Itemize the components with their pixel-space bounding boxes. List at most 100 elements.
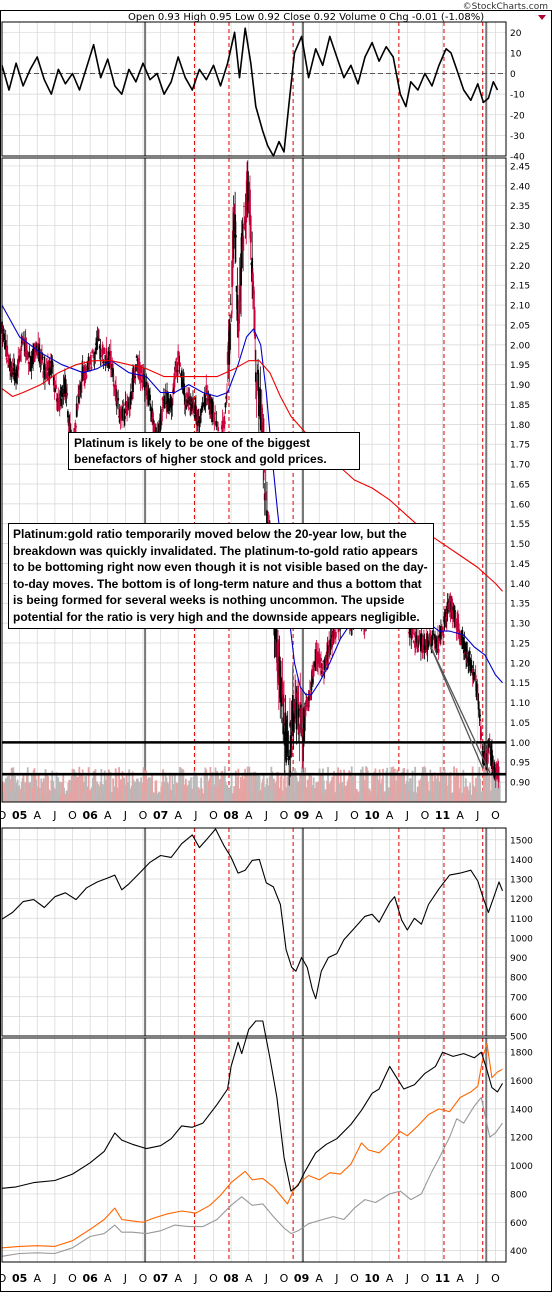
candle-body (411, 624, 414, 635)
x-tick-label: J (405, 809, 409, 822)
volume-bar (491, 772, 494, 802)
y-tick-label: 20 (510, 29, 522, 39)
y-tick-label: 1.75 (510, 441, 530, 451)
candle-body (236, 294, 239, 321)
volume-bar (393, 768, 396, 802)
down-arrow-icon (538, 15, 546, 20)
volume-bar (333, 771, 335, 802)
volume-bar (300, 766, 303, 802)
volume-bar (457, 773, 460, 802)
candle-body (160, 408, 163, 422)
candle-body (152, 412, 154, 425)
y-tick-label: 1.95 (510, 361, 530, 371)
candle-body (291, 694, 294, 732)
candle-body (289, 735, 292, 758)
volume-bar (237, 768, 240, 802)
candle-body (457, 623, 460, 632)
candle-body (481, 750, 484, 753)
x-tick-label: A (456, 809, 464, 822)
candle-body (147, 390, 150, 406)
candle-body (153, 423, 156, 434)
volume-bar (168, 772, 171, 802)
volume-bar (312, 777, 315, 802)
volume-bar (304, 767, 307, 802)
candle-body (415, 635, 418, 643)
candle-body (432, 633, 435, 636)
candle-body (232, 212, 235, 249)
volume-bar (308, 772, 311, 802)
candle-body (13, 364, 16, 381)
volume-bar (471, 766, 474, 802)
candle-body (318, 653, 321, 668)
volume-bar (331, 776, 334, 802)
volume-bar (366, 770, 369, 802)
candle-body (292, 725, 295, 732)
candle-body (317, 653, 319, 664)
candle-body (328, 642, 331, 652)
candle-body (226, 391, 228, 393)
candle-body (149, 408, 152, 411)
candle-body (434, 634, 436, 638)
quote-header: Open 0.93 High 0.95 Low 0.92 Close 0.92 … (128, 12, 484, 23)
candle-body (217, 427, 220, 431)
volume-bar (109, 771, 112, 802)
candle-body (106, 359, 108, 363)
candle-body (96, 336, 99, 341)
candle-body (471, 665, 473, 669)
candle-body (257, 369, 259, 375)
candle-body (101, 355, 103, 357)
candle-body (200, 414, 202, 416)
candle-body (437, 648, 440, 653)
volume-bar (299, 773, 302, 802)
candle-body (195, 405, 197, 421)
y-tick-label: 1.90 (510, 381, 530, 391)
candle-body (304, 705, 307, 717)
candle-body (39, 366, 42, 368)
candle-body (225, 396, 228, 399)
y-tick-label: 2.00 (510, 341, 530, 351)
volume-bar (137, 781, 140, 802)
y-tick-label: 1.05 (510, 719, 530, 729)
volume-bar (222, 775, 225, 802)
candle-body (205, 385, 208, 393)
x-tick-label: O (0, 809, 7, 822)
candle-body (494, 777, 497, 781)
x-tick-label: O (139, 1272, 148, 1285)
candle-body (85, 374, 88, 379)
volume-bar (55, 772, 58, 802)
x-tick-label: O (491, 809, 500, 822)
volume-bar (3, 782, 5, 802)
candle-body (38, 349, 41, 364)
volume-bar (445, 772, 448, 802)
candle-body (6, 345, 9, 357)
candle-body (488, 739, 491, 740)
x-tick-year: 05 (12, 1272, 27, 1285)
x-tick-label: J (264, 1272, 268, 1285)
candle-body (148, 391, 151, 394)
candle-body (311, 679, 314, 683)
candle-body (326, 645, 329, 661)
candle-body (152, 420, 155, 424)
candle-body (186, 392, 188, 399)
candle-body (173, 373, 176, 388)
candle-body (102, 361, 105, 364)
candle-body (197, 414, 200, 422)
volume-bar (81, 769, 84, 802)
panel-frame (1, 1037, 507, 1263)
candle-body (28, 351, 31, 358)
candle-body (283, 698, 285, 702)
candle-body (320, 670, 323, 675)
candle-body (46, 374, 49, 380)
candle-body (253, 307, 256, 334)
candle-body (179, 365, 182, 367)
candle-body (57, 397, 60, 404)
candle-body (468, 651, 471, 655)
x-tick-label: J (123, 809, 127, 822)
candle-body (55, 384, 57, 389)
panel-frame (1, 827, 507, 1037)
metals-line-orange (1, 1043, 503, 1249)
candle-body (17, 358, 20, 371)
candle-body (87, 356, 90, 364)
candle-body (49, 370, 52, 376)
candle-body (182, 379, 185, 386)
